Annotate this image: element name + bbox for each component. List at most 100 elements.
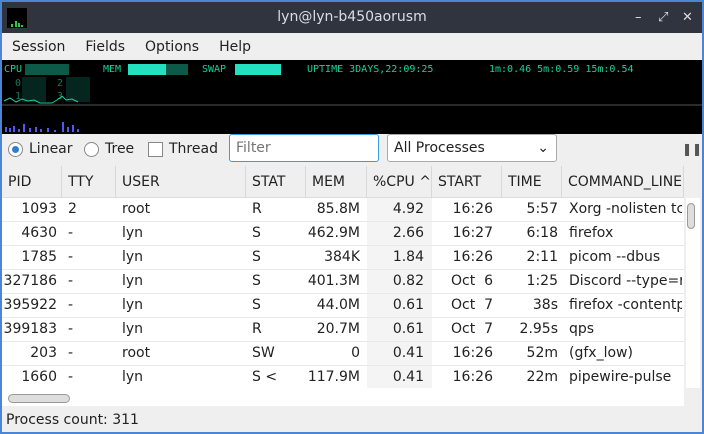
cell-cpu: 1.84	[392, 249, 424, 265]
cell-mem: 117.9M	[307, 369, 360, 385]
title-bar: lyn@lyn-b450aorusm – ⤢ ✕	[2, 2, 702, 33]
tree-radio[interactable]: Tree	[84, 139, 134, 159]
menu-session[interactable]: Session	[12, 39, 66, 55]
core-label: 3	[57, 91, 63, 102]
cell-pid: 399183	[3, 321, 57, 337]
vertical-scroll-thumb[interactable]	[687, 203, 695, 229]
mem-label: MEM	[103, 64, 121, 75]
cell-command: qps	[569, 321, 595, 337]
cell-pid: 395922	[3, 297, 57, 313]
cell-pid: 1093	[21, 201, 57, 217]
table-row[interactable]: 395922- lyn S 44.0M 0.61 Oct 7 38s firefox -con…	[2, 294, 684, 318]
cell-stat: S	[252, 249, 261, 265]
cell-time: 1:25	[526, 273, 558, 289]
selected-view: All Processes	[394, 140, 485, 156]
horizontal-scrollbar[interactable]	[2, 388, 684, 406]
table-row[interactable]: 399183- lyn R 20.7M 0.61 Oct 7 2.95s qps	[2, 318, 684, 342]
table-header: PID TTY USER STAT MEM %CPU ^ START TIME COMMAND_…	[2, 166, 684, 198]
column-header-command[interactable]: COMMAND_LINE	[562, 166, 684, 198]
cell-command: pipewire-pulse	[569, 369, 672, 385]
cell-cpu: 0.61	[392, 321, 424, 337]
cell-user: lyn	[122, 321, 144, 337]
column-header-time[interactable]: TIME	[502, 166, 562, 198]
cell-mem: 20.7M	[316, 321, 360, 337]
app-icon	[7, 8, 27, 28]
cell-stat: S <	[252, 369, 278, 385]
pause-icon[interactable]: ❚❚	[682, 142, 703, 156]
table-row[interactable]: 1785- lyn S 384K 1.84 16:26 2:11 picom --dbus	[2, 246, 684, 270]
column-header-start[interactable]: START	[432, 166, 502, 198]
cell-stat: S	[252, 273, 261, 289]
cell-start: 16:27	[452, 225, 493, 241]
cell-start: Oct 6	[450, 273, 493, 289]
horizontal-scroll-thumb[interactable]	[8, 394, 70, 403]
cell-tty: -	[68, 321, 74, 337]
cell-mem: 384K	[324, 249, 360, 265]
radio-indicator	[8, 141, 23, 157]
io-history-bars	[5, 122, 79, 132]
cell-cpu: 2.66	[392, 225, 424, 241]
linear-radio[interactable]: Linear	[8, 139, 73, 159]
table-row[interactable]: 203- root SW 0 0.41 16:26 52m (gfx_low)	[2, 342, 684, 366]
thread-checkbox[interactable]: Thread	[148, 139, 218, 159]
column-header-cpu[interactable]: %CPU ^	[367, 166, 432, 198]
cell-command: firefox -contentp	[569, 297, 682, 313]
radio-indicator	[84, 141, 99, 157]
table-row[interactable]: 327186- lyn S 401.3M 0.82 Oct 6 1:25 Discord --…	[2, 270, 684, 294]
cell-user: lyn	[122, 273, 144, 289]
cell-stat: S	[252, 225, 261, 241]
minimize-button[interactable]: –	[635, 10, 642, 25]
menu-help[interactable]: Help	[219, 39, 251, 55]
cell-time: 38s	[532, 297, 558, 313]
core-label: 1	[15, 91, 21, 102]
vertical-scrollbar[interactable]	[686, 198, 700, 388]
cell-cpu: 0.82	[392, 273, 424, 289]
column-header-tty[interactable]: TTY	[62, 166, 116, 198]
cell-tty: -	[68, 273, 74, 289]
table-row[interactable]: 1660- lyn S < 117.9M 0.41 16:26 22m pipewire-pu…	[2, 366, 684, 388]
cell-mem: 401.3M	[307, 273, 360, 289]
cell-tty: -	[68, 345, 74, 361]
cpu-label: CPU	[4, 64, 22, 75]
cell-stat: S	[252, 297, 261, 313]
filter-input[interactable]	[229, 134, 379, 162]
column-header-stat[interactable]: STAT	[246, 166, 306, 198]
table-row[interactable]: 4630- lyn S 462.9M 2.66 16:27 6:18 firefox	[2, 222, 684, 246]
cell-tty: -	[68, 249, 74, 265]
maximize-button[interactable]: ⤢	[658, 10, 669, 25]
cell-user: root	[122, 345, 151, 361]
toolbar: Linear Tree Thread All Processes ⌄ ❚❚	[2, 134, 702, 166]
linear-label: Linear	[29, 141, 73, 157]
cell-user: lyn	[122, 297, 144, 313]
cpu-bar	[25, 64, 69, 75]
column-header-user[interactable]: USER	[116, 166, 246, 198]
cell-time: 22m	[526, 369, 558, 385]
cell-tty: -	[68, 225, 74, 241]
menu-options[interactable]: Options	[145, 39, 200, 55]
close-button[interactable]: ✕	[682, 10, 693, 25]
cell-start: 16:26	[452, 249, 493, 265]
menu-fields[interactable]: Fields	[85, 39, 126, 55]
table-row[interactable]: 1093 2 root R 85.8M 4.92 16:26 5:57 Xorg -nolist…	[2, 198, 684, 222]
cell-start: Oct 7	[450, 297, 493, 313]
cell-time: 2.95s	[519, 321, 558, 337]
process-view-select[interactable]: All Processes ⌄	[387, 134, 557, 162]
cell-command: picom --dbus	[569, 249, 661, 265]
cell-command: firefox	[569, 225, 614, 241]
cell-command: Discord --type=re	[569, 273, 682, 289]
cell-mem: 44.0M	[316, 297, 360, 313]
system-monitor-graph: CPU MEM SWAP UPTIME 3DAYS,22:09:25 1m:0.…	[2, 60, 702, 134]
window-title: lyn@lyn-b450aorusm	[277, 9, 427, 25]
cell-cpu: 4.92	[392, 201, 424, 217]
cell-time: 52m	[526, 345, 558, 361]
column-header-pid[interactable]: PID	[2, 166, 62, 198]
column-header-mem[interactable]: MEM	[306, 166, 367, 198]
cell-pid: 1785	[21, 249, 57, 265]
cell-user: lyn	[122, 249, 144, 265]
tree-label: Tree	[105, 141, 135, 157]
cell-tty: -	[68, 369, 74, 385]
cell-start: 16:26	[452, 345, 493, 361]
core-label: 2	[57, 78, 63, 89]
load-average: 1m:0.46 5m:0.59 15m:0.54	[489, 64, 634, 75]
